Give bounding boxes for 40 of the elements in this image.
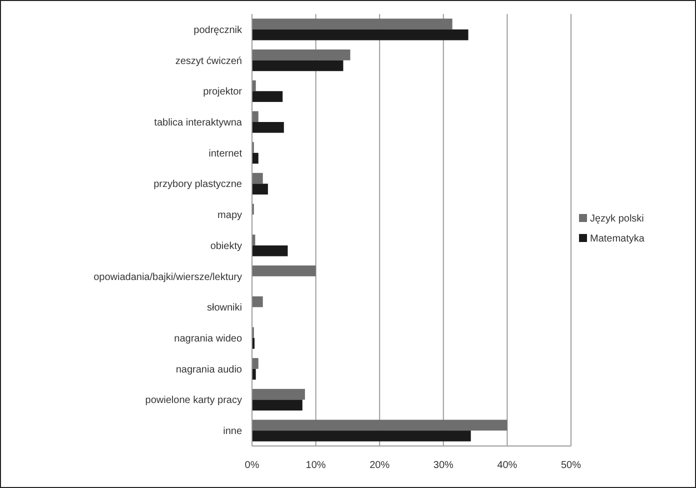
bar bbox=[252, 184, 268, 195]
bar bbox=[252, 152, 258, 164]
y-tick-label: nagrania audio bbox=[176, 364, 242, 376]
bar bbox=[252, 29, 468, 40]
bar bbox=[252, 91, 283, 102]
bar bbox=[252, 388, 305, 400]
y-tick-label: powielone karty pracy bbox=[145, 395, 242, 406]
y-tick-label: przybory plastyczne bbox=[154, 179, 242, 190]
bar bbox=[252, 18, 452, 30]
bar bbox=[252, 400, 302, 411]
y-tick-label: internet bbox=[208, 148, 242, 160]
y-tick-label: inne bbox=[223, 426, 242, 438]
x-tick-label: 40% bbox=[497, 460, 518, 471]
bar bbox=[252, 60, 344, 72]
bar bbox=[252, 420, 508, 431]
bar bbox=[252, 296, 263, 308]
y-tick-label: tablica interaktywna bbox=[154, 118, 242, 128]
y-tick-label: projektor bbox=[203, 86, 243, 98]
x-tick-label: 0% bbox=[244, 460, 260, 471]
y-tick-label: nagrania wideo bbox=[174, 334, 242, 344]
bar bbox=[252, 172, 263, 184]
bar bbox=[252, 111, 258, 122]
bar bbox=[252, 265, 316, 276]
x-tick-label: 30% bbox=[433, 460, 454, 471]
x-tick-label: 50% bbox=[560, 460, 582, 471]
x-tick-label: 10% bbox=[306, 460, 326, 471]
x-tick-label: 20% bbox=[370, 460, 390, 471]
y-tick-label: podręcznik bbox=[194, 24, 243, 36]
bar bbox=[252, 430, 471, 442]
y-tick-label: opowiadania/bajki/wiersze/lektury bbox=[94, 272, 242, 283]
legend-label: Język polski bbox=[590, 214, 644, 224]
bar bbox=[252, 122, 284, 133]
legend-label: Matematyka bbox=[590, 234, 645, 244]
y-tick-label: zeszyt ćwiczeń bbox=[175, 56, 242, 67]
bar bbox=[252, 49, 350, 60]
bar bbox=[252, 358, 258, 369]
y-tick-label: słowniki bbox=[206, 302, 242, 314]
y-tick-label: mapy bbox=[218, 210, 242, 222]
bar bbox=[252, 245, 288, 256]
y-tick-label: obiekty bbox=[210, 240, 242, 252]
